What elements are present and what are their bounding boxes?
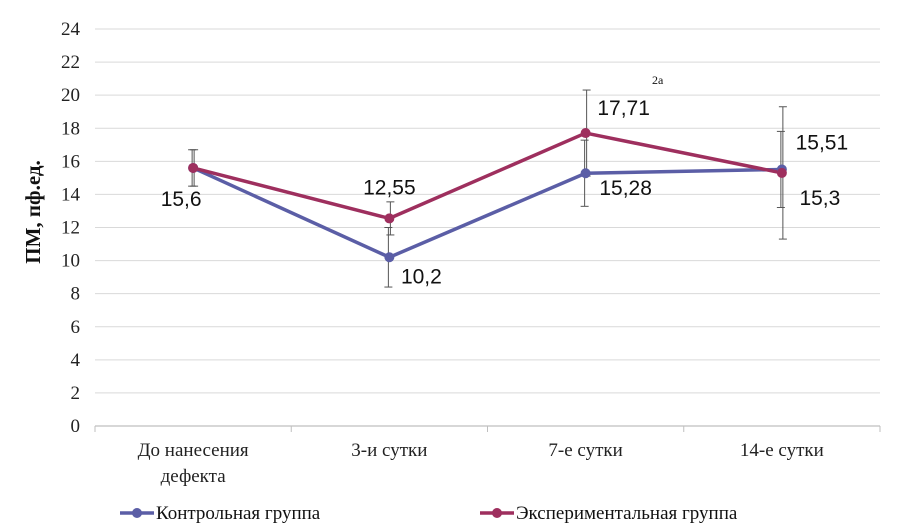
y-tick-label: 10 — [61, 251, 80, 272]
x-axis-ticks: До нанесения дефекта 3-и сутки 7-е сутки 14-… — [138, 440, 824, 487]
y-tick-label: 16 — [61, 151, 80, 172]
data-labels: 15,6 10,2 15,28 15,51 12,55 17,71 15,3 2а — [161, 73, 848, 288]
data-label: 15,6 — [161, 188, 202, 211]
x-axis — [94, 425, 881, 432]
data-point — [776, 167, 787, 178]
gridlines — [95, 28, 880, 394]
legend: Контрольная группа Экспериментальная груп… — [120, 503, 738, 524]
x-tick-label: 3-и сутки — [351, 440, 427, 461]
y-tick-label: 18 — [61, 118, 80, 139]
data-point — [384, 252, 395, 263]
legend-item: Контрольная группа — [120, 503, 321, 524]
data-point — [384, 213, 395, 224]
legend-label: Экспериментальная группа — [516, 503, 738, 524]
x-tick-label: До нанесения дефекта — [138, 440, 249, 487]
data-label: 17,71 — [597, 97, 650, 120]
data-label: 10,2 — [401, 265, 442, 288]
legend-item: Экспериментальная группа — [480, 503, 738, 524]
series-line — [192, 166, 782, 260]
data-label: 15,28 — [599, 177, 652, 200]
data-label: 15,51 — [796, 131, 849, 154]
data-point — [188, 162, 199, 173]
series-line — [192, 131, 783, 221]
y-tick-label: 22 — [61, 52, 80, 73]
data-point — [580, 168, 591, 179]
y-tick-label: 8 — [71, 284, 81, 305]
y-tick-label: 2 — [71, 383, 81, 404]
y-axis-label: ПМ, пф.ед. — [21, 160, 45, 263]
legend-label: Контрольная группа — [156, 503, 321, 524]
y-tick-label: 24 — [61, 19, 81, 40]
y-tick-label: 12 — [61, 218, 80, 239]
data-label: 15,3 — [799, 187, 840, 210]
y-tick-label: 4 — [71, 350, 81, 371]
data-point — [580, 128, 591, 139]
x-tick-label: 14-е сутки — [740, 440, 824, 461]
series-lines — [192, 131, 783, 260]
y-tick-label: 20 — [61, 85, 80, 106]
data-label: 12,55 — [363, 176, 416, 199]
x-tick-label: 7-е сутки — [548, 440, 622, 461]
annotation-label: 2а — [652, 73, 664, 87]
series-points — [188, 128, 787, 263]
y-tick-label: 14 — [61, 184, 81, 205]
y-tick-label: 6 — [71, 317, 81, 338]
y-tick-label: 0 — [71, 416, 81, 437]
